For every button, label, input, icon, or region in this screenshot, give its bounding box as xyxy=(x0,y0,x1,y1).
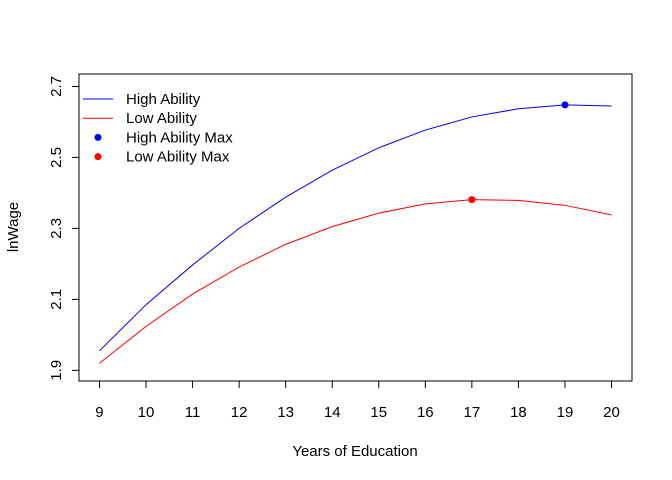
y-tick-label: 2.1 xyxy=(48,289,65,310)
legend-swatch-low-ability-max xyxy=(94,153,102,161)
x-axis-label: Years of Education xyxy=(292,443,417,460)
x-tick-label: 12 xyxy=(231,404,248,421)
x-tick-label: 20 xyxy=(603,404,620,421)
legend-label-high-ability: High Ability xyxy=(126,91,201,108)
x-tick-label: 17 xyxy=(464,404,481,421)
legend: High Ability Low Ability High Ability Max L… xyxy=(83,91,233,166)
x-tick-label: 19 xyxy=(557,404,574,421)
x-tick-label: 9 xyxy=(95,404,103,421)
high-ability-line xyxy=(99,104,612,352)
low-ability-line xyxy=(99,199,612,364)
y-tick-label: 2.3 xyxy=(48,218,65,239)
legend-label-low-ability-max: Low Ability Max xyxy=(126,149,230,166)
x-tick-label: 11 xyxy=(185,404,201,421)
y-tick-label: 1.9 xyxy=(48,360,65,381)
x-tick-label: 10 xyxy=(138,404,155,421)
y-tick-label: 2.7 xyxy=(48,76,65,97)
y-axis: 1.9 2.1 2.3 2.5 2.7 xyxy=(48,76,80,381)
legend-label-low-ability: Low Ability xyxy=(126,110,197,127)
y-tick-label: 2.5 xyxy=(48,147,65,168)
x-tick-label: 18 xyxy=(510,404,527,421)
x-axis: 9 10 11 12 13 14 15 16 17 18 19 20 xyxy=(95,380,620,421)
series-layer xyxy=(99,101,612,364)
high-ability-max-point xyxy=(561,101,569,109)
y-axis-label: lnWage xyxy=(5,202,22,252)
x-tick-label: 14 xyxy=(324,404,341,421)
x-tick-label: 16 xyxy=(417,404,434,421)
legend-label-high-ability-max: High Ability Max xyxy=(126,129,233,146)
legend-swatch-high-ability-max xyxy=(94,133,102,141)
low-ability-max-point xyxy=(468,196,476,204)
x-tick-label: 15 xyxy=(370,404,387,421)
x-tick-label: 13 xyxy=(277,404,294,421)
